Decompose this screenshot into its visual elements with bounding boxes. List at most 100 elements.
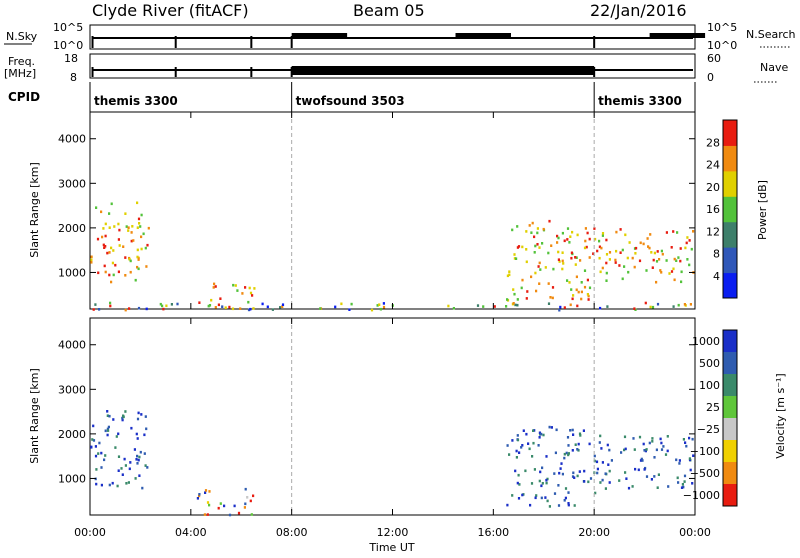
colorbar-swatch bbox=[723, 120, 737, 146]
scatter-cell bbox=[635, 246, 638, 250]
velocity-y-ticks: 1000 2000 3000 4000 bbox=[58, 339, 695, 485]
scatter-cell bbox=[517, 497, 521, 500]
scatter-cell bbox=[540, 496, 543, 500]
scatter-cell bbox=[116, 484, 119, 488]
scatter-cell bbox=[206, 501, 210, 504]
scatter-cell bbox=[117, 469, 120, 472]
scatter-cell bbox=[570, 256, 573, 260]
scatter-cell bbox=[678, 462, 681, 465]
scatter-cell bbox=[583, 469, 586, 473]
scatter-cell bbox=[634, 467, 637, 471]
cpid-segment-label: twofsound 3503 bbox=[296, 94, 405, 108]
scatter-cell bbox=[683, 480, 686, 483]
scatter-cell bbox=[127, 226, 130, 229]
scatter-cell bbox=[643, 468, 646, 471]
scatter-cell bbox=[634, 252, 637, 255]
scatter-cell bbox=[596, 471, 599, 475]
nave-label: Nave bbox=[760, 61, 788, 74]
scatter-cell bbox=[139, 225, 142, 228]
scatter-cell bbox=[583, 269, 587, 272]
scatter-cell bbox=[90, 261, 93, 264]
scatter-cell bbox=[576, 474, 579, 478]
scatter-cell bbox=[534, 244, 537, 248]
freq-label: Freq. bbox=[8, 55, 35, 68]
scatter-cell bbox=[566, 279, 569, 282]
scatter-cell bbox=[688, 263, 691, 267]
scatter-cell bbox=[649, 305, 652, 309]
colorbar-tick-label: 500 bbox=[699, 357, 720, 370]
scatter-cell bbox=[533, 235, 536, 239]
scatter-cell bbox=[513, 292, 516, 296]
scatter-cell bbox=[244, 286, 247, 289]
scatter-cell bbox=[556, 234, 559, 238]
scatter-cell bbox=[571, 449, 574, 452]
scatter-cell bbox=[98, 441, 101, 445]
scatter-cell bbox=[571, 230, 574, 234]
scatter-cell bbox=[244, 487, 247, 491]
scatter-cell bbox=[653, 456, 656, 459]
scatter-cell bbox=[588, 286, 592, 290]
scatter-cell bbox=[511, 494, 514, 497]
scatter-cell bbox=[657, 473, 660, 476]
scatter-cell bbox=[642, 442, 645, 446]
scatter-cell bbox=[530, 275, 533, 279]
scatter-cell bbox=[677, 481, 680, 484]
scatter-cell bbox=[670, 246, 673, 249]
scatter-cell bbox=[247, 308, 251, 312]
scatter-cell bbox=[144, 246, 147, 250]
scatter-cell bbox=[162, 307, 165, 311]
scatter-cell bbox=[608, 448, 611, 452]
scatter-cell bbox=[691, 482, 694, 485]
scatter-cell bbox=[688, 239, 691, 242]
scatter-cell bbox=[128, 307, 131, 310]
scatter-cell bbox=[601, 232, 605, 235]
scatter-cell bbox=[680, 270, 683, 274]
scatter-cell bbox=[583, 480, 586, 483]
scatter-cell bbox=[136, 265, 139, 269]
scatter-cell bbox=[589, 477, 593, 480]
scatter-cell bbox=[610, 459, 613, 462]
scatter-cell bbox=[608, 258, 611, 261]
nsky-trace-burst bbox=[455, 33, 511, 38]
scatter-cell bbox=[382, 305, 386, 309]
y-tick-label: 2000 bbox=[58, 222, 86, 235]
scatter-cell bbox=[137, 256, 140, 260]
scatter-cell bbox=[677, 256, 680, 259]
scatter-cell bbox=[656, 250, 659, 253]
scatter-cell bbox=[608, 481, 611, 484]
scatter-cell bbox=[679, 247, 682, 250]
scatter-cell bbox=[633, 265, 636, 269]
scatter-cell bbox=[113, 225, 116, 228]
scatter-cell bbox=[140, 235, 143, 239]
scatter-cell bbox=[121, 418, 124, 422]
scatter-cell bbox=[482, 305, 485, 308]
scatter-cell bbox=[135, 458, 138, 461]
scatter-cell bbox=[563, 306, 566, 309]
scatter-cell bbox=[140, 413, 143, 416]
power-colorbar-label: Power [dB] bbox=[756, 180, 769, 240]
scatter-cell bbox=[129, 270, 132, 274]
scatter-cell bbox=[515, 456, 518, 459]
scatter-cell bbox=[538, 282, 541, 285]
colorbar-tick-label: −25 bbox=[697, 423, 720, 436]
scatter-cell bbox=[253, 287, 256, 290]
scatter-cell bbox=[106, 251, 109, 255]
scatter-cell bbox=[217, 506, 220, 510]
scatter-cell bbox=[567, 444, 570, 447]
scatter-cell bbox=[682, 438, 685, 441]
scatter-cell bbox=[170, 303, 173, 306]
scatter-cell bbox=[567, 491, 570, 494]
scatter-cell bbox=[561, 251, 564, 254]
scatter-cell bbox=[583, 285, 587, 289]
scatter-cell bbox=[557, 258, 560, 261]
scatter-cell bbox=[672, 267, 675, 271]
scatter-cell bbox=[561, 231, 564, 235]
scatter-cell bbox=[233, 504, 236, 508]
scatter-cell bbox=[533, 251, 536, 254]
scatter-cell bbox=[605, 279, 608, 282]
scatter-cell bbox=[577, 290, 580, 294]
scatter-cell bbox=[146, 243, 149, 247]
scatter-cell bbox=[207, 304, 210, 308]
scatter-cell bbox=[660, 448, 664, 451]
colorbar-tick-label: 24 bbox=[706, 159, 720, 172]
